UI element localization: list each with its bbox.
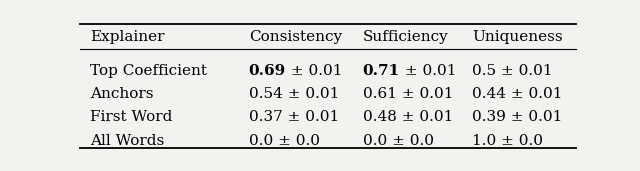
Text: Explainer: Explainer [90, 30, 164, 44]
Text: Consistency: Consistency [249, 30, 342, 44]
Text: 0.44 ± 0.01: 0.44 ± 0.01 [472, 87, 563, 101]
Text: 0.69: 0.69 [249, 64, 286, 78]
Text: Sufficiency: Sufficiency [363, 30, 449, 44]
Text: 0.37 ± 0.01: 0.37 ± 0.01 [249, 110, 339, 124]
Text: ± 0.01: ± 0.01 [286, 64, 342, 78]
Text: Uniqueness: Uniqueness [472, 30, 563, 44]
Text: 0.0 ± 0.0: 0.0 ± 0.0 [363, 134, 434, 148]
Text: Anchors: Anchors [90, 87, 154, 101]
Text: First Word: First Word [90, 110, 172, 124]
Text: 0.61 ± 0.01: 0.61 ± 0.01 [363, 87, 453, 101]
Text: ± 0.01: ± 0.01 [400, 64, 456, 78]
Text: 0.48 ± 0.01: 0.48 ± 0.01 [363, 110, 453, 124]
Text: 0.0 ± 0.0: 0.0 ± 0.0 [249, 134, 319, 148]
Text: 0.54 ± 0.01: 0.54 ± 0.01 [249, 87, 339, 101]
Text: All Words: All Words [90, 134, 164, 148]
Text: 1.0 ± 0.0: 1.0 ± 0.0 [472, 134, 543, 148]
Text: 0.5 ± 0.01: 0.5 ± 0.01 [472, 64, 552, 78]
Text: 0.39 ± 0.01: 0.39 ± 0.01 [472, 110, 562, 124]
Text: Top Coefficient: Top Coefficient [90, 64, 207, 78]
Text: 0.71: 0.71 [363, 64, 400, 78]
